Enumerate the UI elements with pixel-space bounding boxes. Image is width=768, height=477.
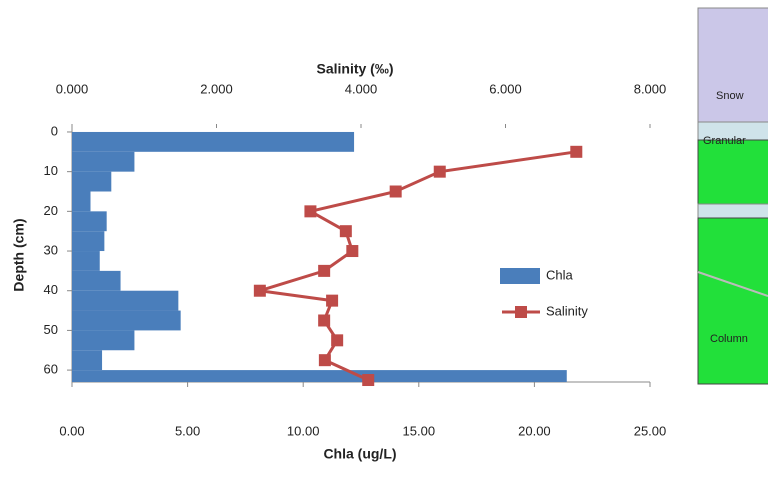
y-tick-label: 30 [44,242,58,257]
y-tick-label: 20 [44,203,58,218]
legend-label: Salinity [546,303,588,318]
y-tick-label: 10 [44,163,58,178]
bar [72,171,112,192]
column-layer [697,217,768,385]
marker [570,145,583,158]
x2-tick-label: 0.000 [56,81,89,96]
marker [362,374,375,387]
bar [72,251,100,271]
x-tick-label: 15.00 [403,423,436,438]
bar [72,151,135,172]
marker [318,354,331,367]
x2-tick-label: 2.000 [200,81,233,96]
marker [318,264,331,277]
x-tick-label: 10.00 [287,423,320,438]
marker [339,225,352,238]
x-tick-label: 20.00 [518,423,551,438]
marker [326,294,339,307]
marker [346,245,359,258]
ice-strip [697,203,768,219]
legend-swatch [500,268,540,284]
marker [389,185,402,198]
bar [72,370,567,382]
bar [72,270,121,291]
bar [72,330,135,351]
bar [72,231,105,252]
x2-tick-label: 6.000 [489,81,522,96]
bar [72,310,181,331]
x-axis-title: Chla (ug/L) [323,446,396,462]
bar [72,290,179,311]
y-tick-label: 0 [51,123,58,138]
y-tick-label: 50 [44,322,58,337]
bar [72,131,355,152]
snow-layer [697,7,768,123]
x2-axis-title: Salinity (‰) [316,61,393,77]
legend-swatch [515,306,527,318]
marker [253,284,266,297]
panel-label: Column [710,333,748,345]
y-tick-label: 60 [44,362,58,377]
marker [304,205,317,218]
bar [72,211,107,232]
x-tick-label: 25.00 [634,423,667,438]
x2-tick-label: 4.000 [345,81,378,96]
bar [72,191,91,212]
marker [331,334,344,347]
panel-line [697,271,768,297]
marker [318,314,331,327]
bar [72,350,103,371]
y-axis-title: Depth (cm) [11,218,27,291]
panel-label: Snow [716,90,744,102]
x2-tick-label: 8.000 [634,81,667,96]
x-tick-label: 0.00 [59,423,84,438]
y-tick-label: 40 [44,282,58,297]
x-tick-label: 5.00 [175,423,200,438]
salinity-line [259,150,577,382]
panel-label: Granular [703,135,746,147]
marker [433,165,446,178]
legend-label: Chla [546,267,574,282]
granular-layer [697,139,768,205]
